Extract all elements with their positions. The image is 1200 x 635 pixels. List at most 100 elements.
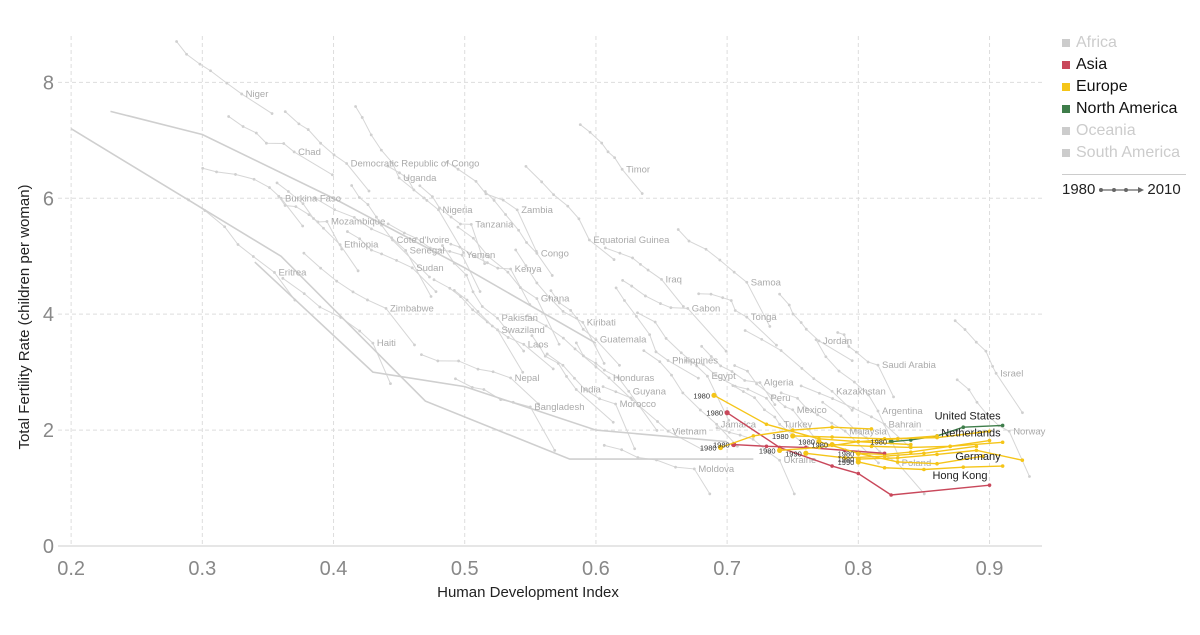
series-point[interactable] bbox=[817, 445, 821, 450]
series-point[interactable] bbox=[764, 422, 769, 427]
series-point[interactable] bbox=[869, 444, 874, 449]
series-point[interactable] bbox=[981, 454, 985, 458]
legend-item[interactable]: South America bbox=[1062, 142, 1198, 164]
background-country-label[interactable]: Kazakhstan bbox=[836, 386, 886, 397]
series-point[interactable] bbox=[856, 451, 861, 456]
series-line[interactable] bbox=[805, 445, 977, 459]
series-point[interactable] bbox=[803, 450, 809, 456]
background-country-label[interactable]: Peru bbox=[770, 393, 790, 404]
series-point[interactable] bbox=[895, 460, 900, 464]
series-label[interactable]: Germany bbox=[955, 451, 1001, 463]
background-country-label[interactable]: Congo bbox=[541, 248, 569, 259]
background-country-label[interactable]: Chad bbox=[298, 147, 321, 158]
series-point[interactable] bbox=[856, 471, 861, 476]
series-point[interactable] bbox=[987, 438, 992, 443]
series-point[interactable] bbox=[961, 465, 966, 469]
series-point[interactable] bbox=[855, 456, 861, 462]
background-country-label[interactable]: Sudan bbox=[416, 263, 443, 274]
series-point[interactable] bbox=[948, 444, 952, 449]
background-country-label[interactable]: Egypt bbox=[711, 371, 736, 382]
background-country-label[interactable]: Uganda bbox=[403, 173, 437, 184]
series-point[interactable] bbox=[843, 456, 847, 460]
background-country-label[interactable]: Tonga bbox=[751, 312, 778, 323]
background-country-label[interactable]: Morocco bbox=[620, 399, 656, 410]
background-country-label[interactable]: Nepal bbox=[515, 373, 540, 384]
background-country-label[interactable]: Timor bbox=[626, 164, 650, 175]
legend-item[interactable]: Asia bbox=[1062, 54, 1198, 76]
background-country-label[interactable]: Jordan bbox=[823, 336, 852, 347]
legend-item[interactable]: North America bbox=[1062, 98, 1198, 120]
series-point[interactable] bbox=[711, 392, 717, 398]
series-point[interactable] bbox=[909, 438, 913, 442]
timeline-legend[interactable]: 1980 2010 bbox=[1062, 181, 1198, 198]
background-country-label[interactable]: Mexico bbox=[797, 405, 827, 416]
series-point[interactable] bbox=[987, 483, 992, 487]
background-country-label[interactable]: Ukraine bbox=[784, 455, 817, 466]
series-point[interactable] bbox=[909, 442, 913, 447]
background-country-label[interactable]: Malaysia bbox=[849, 426, 887, 437]
series-point[interactable] bbox=[764, 444, 769, 449]
legend-item[interactable]: Europe bbox=[1062, 76, 1198, 98]
background-country-label[interactable]: Equatorial Guinea bbox=[593, 235, 670, 246]
background-country-label[interactable]: Swaziland bbox=[502, 325, 545, 336]
background-country-label[interactable]: Haiti bbox=[377, 338, 396, 349]
background-country-label[interactable]: Algeria bbox=[764, 378, 794, 389]
series-point[interactable] bbox=[830, 464, 834, 468]
background-country-label[interactable]: Eritrea bbox=[278, 267, 307, 278]
background-country-label[interactable]: Turkey bbox=[784, 419, 813, 430]
background-country-label[interactable]: Niger bbox=[246, 89, 269, 100]
background-country-label[interactable]: Samoa bbox=[751, 277, 782, 288]
background-country-label[interactable]: Mozambique bbox=[331, 216, 385, 227]
series-point[interactable] bbox=[974, 448, 979, 453]
background-country-label[interactable]: Israel bbox=[1000, 368, 1023, 379]
series-point[interactable] bbox=[830, 425, 834, 429]
series-point[interactable] bbox=[751, 434, 756, 438]
background-country-label[interactable]: Argentina bbox=[882, 406, 923, 417]
series-point[interactable] bbox=[790, 433, 796, 439]
background-country-label[interactable]: Zimbabwe bbox=[390, 303, 434, 314]
background-country-label[interactable]: Zambia bbox=[521, 205, 553, 216]
series-point[interactable] bbox=[882, 451, 887, 456]
background-country-label[interactable]: Kenya bbox=[515, 264, 543, 275]
series-point[interactable] bbox=[830, 435, 834, 439]
background-country-label[interactable]: India bbox=[580, 385, 601, 396]
series-point[interactable] bbox=[909, 450, 913, 454]
series-point[interactable] bbox=[987, 429, 992, 434]
series-point[interactable] bbox=[935, 461, 939, 466]
series-point[interactable] bbox=[717, 444, 724, 451]
background-country-label[interactable]: Iraq bbox=[666, 274, 682, 285]
background-country-label[interactable]: Burkina Faso bbox=[285, 193, 341, 204]
series-point[interactable] bbox=[889, 493, 893, 497]
background-country-label[interactable]: Philippines bbox=[672, 356, 718, 367]
series-point[interactable] bbox=[935, 435, 939, 440]
background-country-label[interactable]: Tanzania bbox=[475, 219, 514, 230]
series-point[interactable] bbox=[1000, 464, 1005, 468]
series-point[interactable] bbox=[869, 427, 874, 431]
background-country-label[interactable]: Ghana bbox=[541, 294, 570, 305]
legend-item[interactable]: Africa bbox=[1062, 32, 1198, 54]
series-label[interactable]: Hong Kong bbox=[932, 470, 987, 482]
background-country-label[interactable]: Moldova bbox=[698, 464, 735, 475]
series-point[interactable] bbox=[935, 452, 939, 457]
background-country-label[interactable]: Saudi Arabia bbox=[882, 360, 937, 371]
series-line[interactable] bbox=[726, 412, 990, 496]
background-country-label[interactable]: Guatemala bbox=[600, 335, 647, 346]
series-point[interactable] bbox=[816, 439, 822, 445]
background-country-label[interactable]: Kiribati bbox=[587, 317, 616, 328]
background-country-label[interactable]: Laos bbox=[528, 339, 549, 350]
series-point[interactable] bbox=[882, 465, 887, 470]
background-country-label[interactable]: Cote d'Ivoire bbox=[397, 235, 450, 246]
series-point[interactable] bbox=[882, 436, 887, 441]
series-point[interactable] bbox=[829, 441, 835, 448]
background-country-label[interactable]: Bahrain bbox=[889, 419, 922, 430]
series-label[interactable]: United States bbox=[935, 410, 1002, 422]
series-point[interactable] bbox=[856, 439, 861, 444]
background-country-label[interactable]: Guyana bbox=[633, 386, 667, 397]
series-point[interactable] bbox=[922, 467, 926, 472]
series-point[interactable] bbox=[1020, 458, 1025, 463]
series-point[interactable] bbox=[1000, 423, 1005, 428]
background-country-label[interactable]: Honduras bbox=[613, 373, 654, 384]
background-country-label[interactable]: Jamaica bbox=[721, 419, 757, 430]
series-point[interactable] bbox=[777, 447, 783, 453]
series-point[interactable] bbox=[922, 451, 926, 456]
